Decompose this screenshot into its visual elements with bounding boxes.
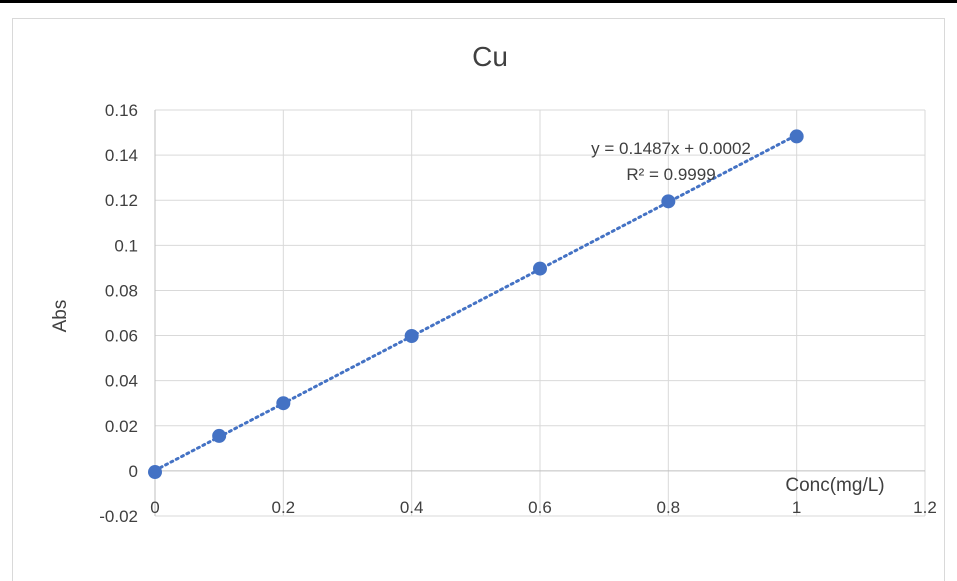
y-axis-label: Abs bbox=[50, 300, 71, 333]
data-point bbox=[212, 428, 227, 443]
y-tick-label: 0.04 bbox=[105, 372, 138, 391]
y-tick-label: 0 bbox=[129, 462, 138, 481]
x-tick-label: 0.4 bbox=[400, 498, 424, 517]
trendline-r-squared: R² = 0.9999 bbox=[626, 165, 715, 184]
grid-layer bbox=[155, 109, 926, 517]
data-point bbox=[789, 129, 804, 144]
y-tick-label: 0.02 bbox=[105, 417, 138, 436]
data-point bbox=[148, 465, 162, 480]
y-tick-label: 0.16 bbox=[105, 101, 138, 120]
y-tick-label: 0.12 bbox=[105, 191, 138, 210]
label-layer: Cu Abs Conc(mg/L) y = 0.1487x + 0.0002 R… bbox=[50, 41, 937, 526]
page-top-border bbox=[0, 0, 957, 3]
data-point bbox=[276, 396, 291, 411]
chart-frame bbox=[12, 18, 945, 581]
x-tick-label: 1 bbox=[792, 498, 801, 517]
data-point bbox=[661, 194, 676, 209]
x-tick-label: 1.2 bbox=[913, 498, 937, 517]
y-tick-label: -0.02 bbox=[99, 507, 138, 526]
y-tick-label: 0.06 bbox=[105, 327, 138, 346]
y-tick-label: 0.08 bbox=[105, 281, 138, 300]
x-axis-label: Conc(mg/L) bbox=[785, 475, 884, 496]
data-point bbox=[404, 329, 419, 344]
y-tick-label: 0.14 bbox=[105, 146, 138, 165]
trendline-equation: y = 0.1487x + 0.0002 bbox=[591, 139, 751, 158]
points-layer bbox=[148, 129, 804, 480]
data-point bbox=[533, 261, 547, 276]
x-tick-label: 0 bbox=[150, 498, 159, 517]
x-tick-label: 0.6 bbox=[528, 498, 552, 517]
axis-layer bbox=[154, 110, 925, 516]
trendline bbox=[153, 133, 799, 472]
trendline-layer bbox=[153, 133, 799, 472]
y-tick-label: 0.1 bbox=[114, 236, 138, 255]
x-tick-label: 0.2 bbox=[272, 498, 296, 517]
x-tick-label: 0.8 bbox=[657, 498, 681, 517]
chart-title: Cu bbox=[472, 41, 508, 72]
